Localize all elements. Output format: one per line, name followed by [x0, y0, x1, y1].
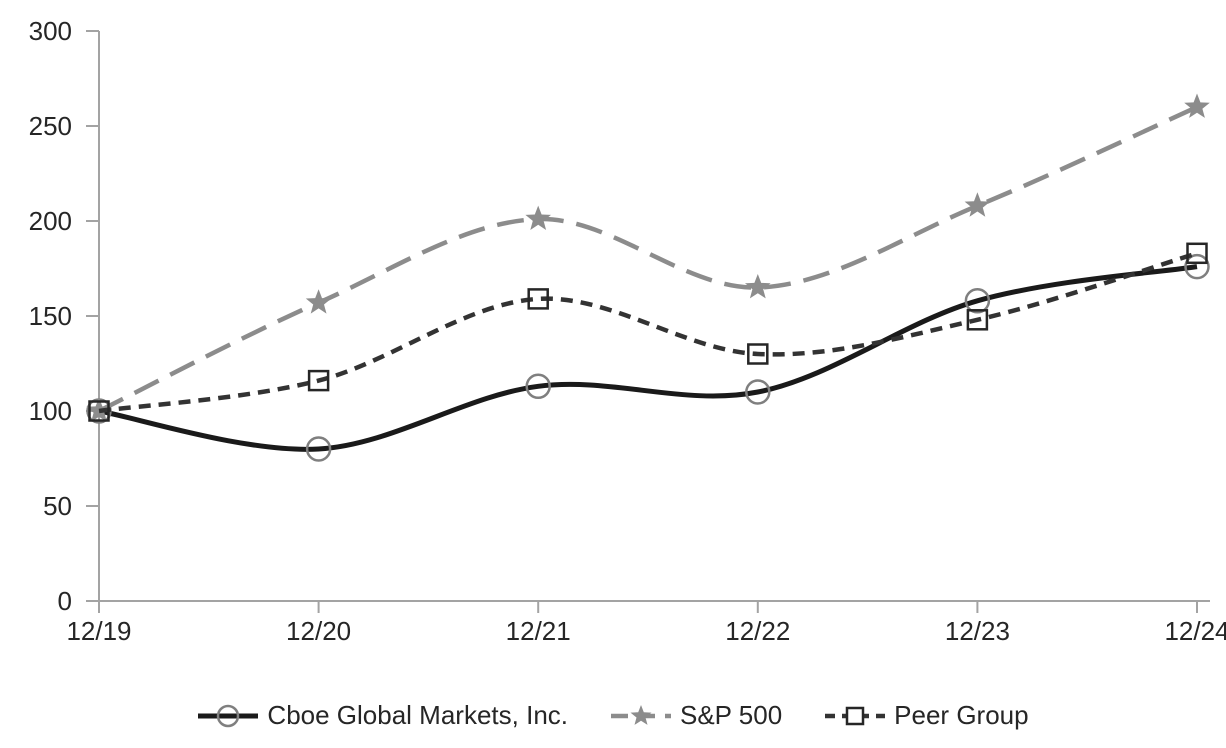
marker-square-icon	[88, 400, 110, 422]
legend-label-cboe: Cboe Global Markets, Inc.	[267, 700, 568, 730]
legend-symbol-dashed-line-square	[825, 706, 886, 725]
x-tick-label: 12/24	[1164, 616, 1226, 646]
x-tick-label: 12/21	[506, 616, 571, 646]
x-tick-label: 12/22	[725, 616, 790, 646]
x-tick-label: 12/20	[286, 616, 351, 646]
square-icon	[845, 706, 865, 725]
marker-square-icon	[1186, 242, 1208, 265]
legend-label-peer-group: Peer Group	[894, 700, 1029, 730]
marker-circle-icon	[1184, 253, 1210, 280]
legend-label-sp500: S&P 500	[680, 700, 783, 730]
marker-star-icon	[525, 205, 551, 230]
marker-square-icon	[527, 288, 549, 310]
legend-symbol-dashed-line-star	[611, 704, 671, 725]
series-sp500	[86, 93, 1210, 422]
legend-item-peer-group: Peer Group	[824, 700, 1029, 731]
y-tick-label: 200	[29, 206, 72, 236]
x-tick-label: 12/19	[66, 616, 131, 646]
y-tick-label: 50	[43, 491, 72, 521]
series-line-peer-group	[98, 251, 1198, 414]
marker-star-icon	[305, 289, 332, 314]
marker-star-icon	[745, 274, 771, 299]
star-icon	[630, 704, 652, 725]
y-tick-label: 250	[29, 111, 72, 141]
series-line-sp500	[98, 104, 1198, 414]
series-peer-group	[88, 242, 1208, 422]
axes: 0 50 100 150 200 250 300 12/19 12/20 12/21 12/22 12…	[29, 16, 1226, 646]
series-line-cboe	[98, 264, 1198, 452]
marker-star-icon	[1184, 93, 1210, 118]
marker-square-icon	[307, 369, 330, 392]
marker-star-icon	[964, 192, 991, 217]
legend-symbol-solid-line-circle	[198, 704, 259, 727]
marker-square-icon	[747, 343, 769, 365]
marker-square-icon	[966, 309, 989, 331]
marker-circle-icon	[525, 373, 551, 400]
x-tick-label: 12/23	[945, 616, 1010, 646]
series-cboe	[86, 253, 1210, 462]
y-tick-label: 300	[29, 16, 72, 46]
y-tick-label: 100	[29, 396, 72, 426]
marker-circle-icon	[745, 379, 771, 405]
marker-circle-icon	[964, 288, 991, 314]
legend-item-cboe: Cboe Global Markets, Inc.	[197, 700, 568, 731]
chart-legend: Cboe Global Markets, Inc. S&P 500 Peer G…	[0, 700, 1226, 731]
y-tick-label: 0	[58, 586, 72, 616]
marker-circle-icon	[305, 436, 332, 462]
y-tick-label: 150	[29, 301, 72, 331]
legend-item-sp500: S&P 500	[610, 700, 782, 731]
